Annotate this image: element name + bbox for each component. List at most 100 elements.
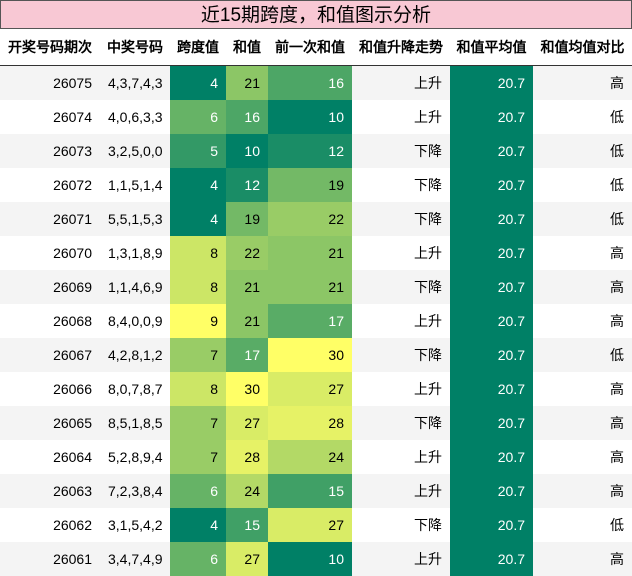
data-table: 开奖号码期次 中奖号码 跨度值 和值 前一次和值 和值升降走势 和值平均值 和值均值对比 26… [0, 29, 632, 576]
table-cell: 高 [610, 448, 624, 465]
table-cell: 12 [268, 133, 352, 168]
table-row: 26065 8,5,1,8,5 7 27 28 下降 20.7 高 [0, 405, 632, 440]
table-cell: 4,0,6,3,3 [108, 108, 163, 125]
table-cell: 20.7 [450, 439, 533, 474]
table-cell: 26065 [0, 405, 100, 440]
table-cell: 上升 [352, 541, 450, 576]
table-cell: 8 [170, 371, 226, 406]
table-cell: 低 [533, 133, 632, 168]
table-cell: 20.7 [450, 303, 533, 338]
table-cell: 下降 [352, 201, 450, 236]
table-cell: 20.7 [450, 473, 533, 508]
table-cell: 4 [170, 507, 226, 542]
table-cell: 20.7 [450, 167, 533, 202]
table-cell: 下降 [414, 176, 442, 193]
table-cell: 下降 [352, 133, 450, 168]
table-cell: 上升 [414, 108, 442, 125]
table-cell: 6 [170, 99, 226, 134]
table-cell: 26061 [0, 541, 100, 576]
table-cell: 22 [268, 201, 352, 236]
table-cell: 26072 [53, 176, 92, 193]
column-header: 前一次和值 [268, 29, 352, 66]
table-cell: 上升 [352, 65, 450, 100]
table-cell: 低 [610, 516, 624, 533]
table-cell: 下降 [352, 337, 450, 372]
table-cell: 21 [226, 65, 268, 100]
table-cell: 低 [533, 201, 632, 236]
table-cell: 24 [226, 473, 268, 508]
table-cell: 21 [268, 269, 352, 304]
table-cell: 27 [268, 507, 352, 542]
table-cell: 26071 [0, 201, 100, 236]
table-cell: 21 [226, 269, 268, 304]
table-cell: 上升 [352, 473, 450, 508]
table-cell: 16 [226, 99, 268, 134]
table-cell: 下降 [414, 516, 442, 533]
table-cell: 高 [533, 473, 632, 508]
table-cell: 17 [268, 303, 352, 338]
table-row: 26075 4,3,7,4,3 4 21 16 上升 20.7 高 [0, 65, 632, 100]
table-cell: 1,3,1,8,9 [108, 244, 163, 261]
table-cell: 4,2,8,1,2 [100, 337, 170, 372]
table-cell: 20.7 [450, 405, 533, 440]
table-cell: 4,3,7,4,3 [100, 65, 170, 100]
table-cell: 7,2,3,8,4 [100, 473, 170, 508]
table-cell: 高 [533, 405, 632, 440]
table-cell: 27 [226, 541, 268, 576]
table-cell: 高 [610, 380, 624, 397]
table-cell: 20.7 [450, 269, 533, 304]
table-cell: 5,5,1,5,3 [100, 201, 170, 236]
table-cell: 30 [226, 371, 268, 406]
table-cell: 19 [268, 167, 352, 202]
column-header: 跨度值 [170, 29, 226, 66]
table-cell: 26069 [0, 269, 100, 304]
table-row: 26067 4,2,8,1,2 7 17 30 下降 20.7 低 [0, 337, 632, 372]
table-cell: 高 [610, 244, 624, 261]
table-row: 26074 4,0,6,3,3 6 16 10 上升 20.7 低 [0, 99, 632, 134]
table-cell: 1,1,4,6,9 [100, 269, 170, 304]
table-cell: 7 [170, 337, 226, 372]
table-cell: 20.7 [450, 133, 533, 168]
table-cell: 8 [170, 235, 226, 270]
table-row: 26073 3,2,5,0,0 5 10 12 下降 20.7 低 [0, 133, 632, 168]
table-cell: 3,4,7,4,9 [100, 541, 170, 576]
table-cell: 10 [268, 541, 352, 576]
table-row: 26061 3,4,7,4,9 6 27 10 上升 20.7 高 [0, 541, 632, 576]
column-header: 开奖号码期次 [0, 29, 100, 66]
table-cell: 26075 [0, 65, 100, 100]
table-cell: 20.7 [450, 65, 533, 100]
table-row: 26062 3,1,5,4,2 4 15 27 下降 20.7 低 [0, 507, 632, 542]
table-cell: 26070 [53, 244, 92, 261]
table-cell: 26068 [53, 312, 92, 329]
column-header: 和值升降走势 [352, 29, 450, 66]
table-cell: 上升 [414, 312, 442, 329]
table-cell: 26066 [53, 380, 92, 397]
table-cell: 27 [268, 371, 352, 406]
table-cell: 10 [226, 133, 268, 168]
table-cell: 上升 [414, 448, 442, 465]
table-cell: 20.7 [450, 337, 533, 372]
table-cell: 28 [268, 405, 352, 440]
table-row: 26063 7,2,3,8,4 6 24 15 上升 20.7 高 [0, 473, 632, 508]
table-cell: 12 [226, 167, 268, 202]
table-cell: 8,5,1,8,5 [100, 405, 170, 440]
table-cell: 26062 [53, 516, 92, 533]
table-cell: 20.7 [450, 99, 533, 134]
table-cell: 6 [170, 473, 226, 508]
column-header: 和值均值对比 [533, 29, 632, 66]
table-cell: 8,0,7,8,7 [108, 380, 163, 397]
table-cell: 5,2,8,9,4 [108, 448, 163, 465]
table-row: 26066 8,0,7,8,7 8 30 27 上升 20.7 高 [0, 371, 632, 406]
table-cell: 4 [170, 201, 226, 236]
table-cell: 28 [226, 439, 268, 474]
table-cell: 7 [170, 405, 226, 440]
table-cell: 16 [268, 65, 352, 100]
column-header: 和值平均值 [450, 29, 533, 66]
table-cell: 低 [533, 337, 632, 372]
table-cell: 15 [268, 473, 352, 508]
table-row: 26071 5,5,1,5,3 4 19 22 下降 20.7 低 [0, 201, 632, 236]
table-cell: 22 [226, 235, 268, 270]
table-cell: 低 [610, 108, 624, 125]
table-cell: 3,2,5,0,0 [100, 133, 170, 168]
